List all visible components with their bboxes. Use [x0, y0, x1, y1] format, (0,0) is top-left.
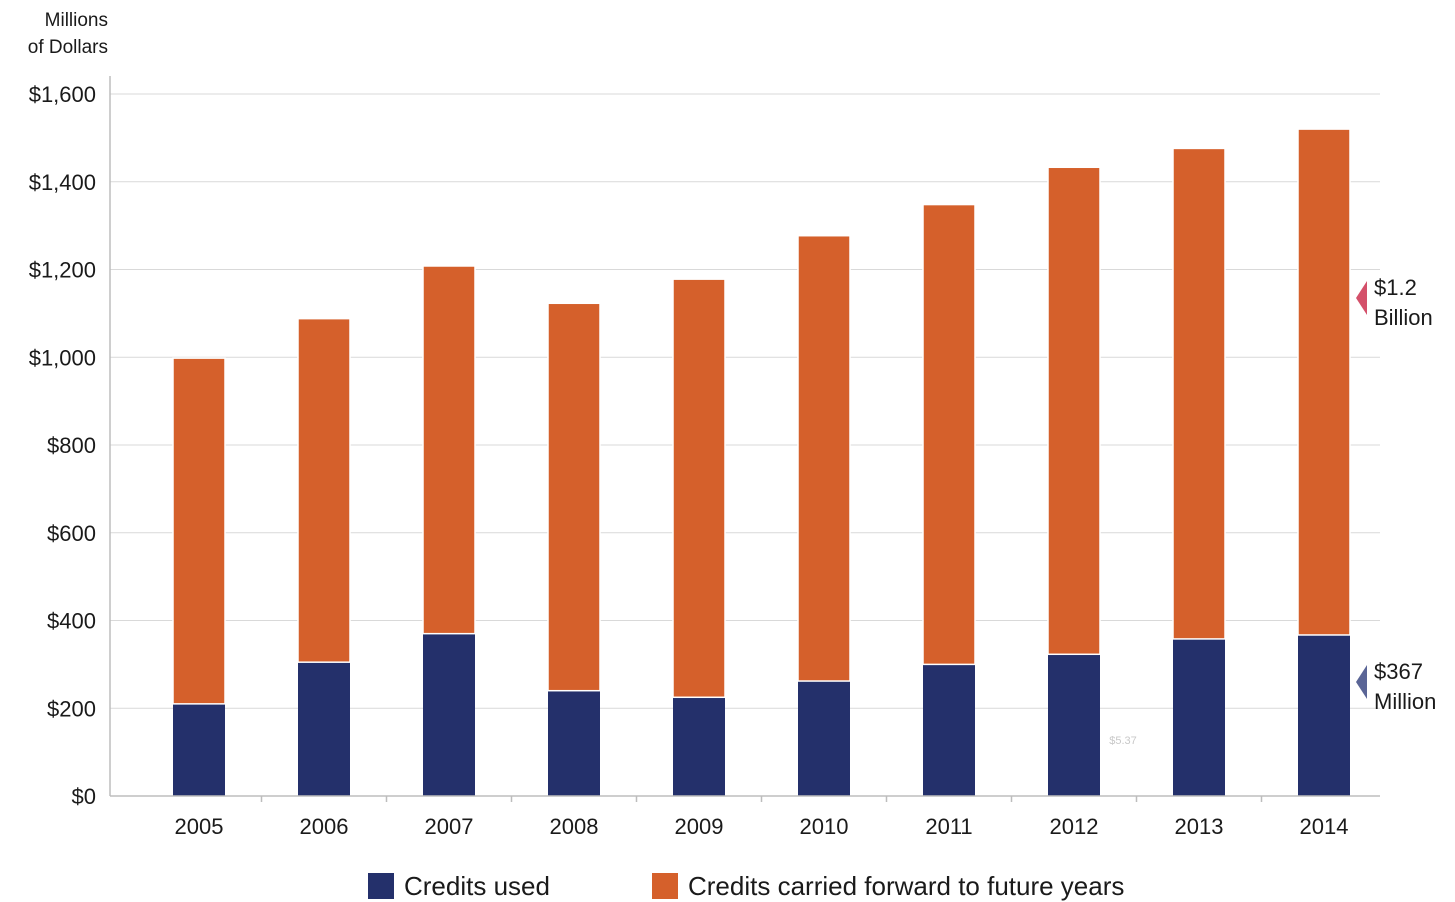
annotation-arrow — [1356, 665, 1367, 699]
x-tick-label: 2013 — [1175, 814, 1224, 839]
x-tick-label: 2007 — [425, 814, 474, 839]
bar-credits-used — [1048, 654, 1100, 796]
right-annotations: $1.2 Billion $367 Million — [1356, 275, 1436, 714]
bar-credits-carried-forward — [1172, 147, 1226, 640]
bar-credits-used — [1298, 634, 1350, 796]
y-axis-title: Millions of Dollars — [28, 10, 108, 58]
y-axis-title-line-2: of Dollars — [28, 37, 108, 58]
bar-credits-carried-forward — [922, 203, 976, 666]
annotation-label: $367 — [1374, 659, 1423, 684]
bar-credits-carried-forward — [422, 265, 476, 635]
bar-credits-used — [798, 681, 850, 796]
x-tick-label: 2012 — [1050, 814, 1099, 839]
bar-credits-carried-forward — [172, 357, 226, 705]
bar-credits-used — [173, 703, 225, 796]
bars — [172, 128, 1351, 796]
bar-credits-used — [923, 664, 975, 796]
y-tick-label: $1,400 — [29, 170, 96, 195]
legend-label: Credits used — [404, 871, 550, 901]
bar-credits-carried-forward — [797, 234, 851, 682]
bar-credits-carried-forward — [1047, 166, 1101, 656]
legend: Credits used Credits carried forward to f… — [368, 871, 1124, 901]
bar-credits-used — [673, 697, 725, 796]
x-tick-label: 2006 — [300, 814, 349, 839]
annotation-arrow — [1356, 281, 1367, 315]
bar-credits-carried-forward — [547, 302, 601, 692]
x-tick-label: 2009 — [675, 814, 724, 839]
bar-credits-used — [548, 690, 600, 796]
x-tick-label: 2008 — [550, 814, 599, 839]
faint-watermark-text: $5.37 — [1109, 735, 1137, 747]
x-tick-label: 2010 — [800, 814, 849, 839]
bar-credits-used — [423, 633, 475, 796]
axes — [109, 76, 1380, 802]
y-tick-label: $200 — [47, 696, 96, 721]
annotation-label: Million — [1374, 689, 1436, 714]
y-tick-label: $0 — [72, 784, 96, 809]
bar-credits-used — [1173, 638, 1225, 796]
x-axis-ticks: 2005 2006 2007 2008 2009 2010 2011 2012 2013 2014 — [175, 814, 1349, 839]
legend-swatch — [368, 873, 394, 899]
bar-credits-used — [298, 662, 350, 796]
y-axis-ticks: $0 $200 $400 $600 $800 $1,000 $1,200 $1,400 $1,6… — [29, 82, 96, 809]
bar-credits-carried-forward — [1297, 128, 1351, 636]
y-tick-label: $600 — [47, 521, 96, 546]
y-tick-label: $1,000 — [29, 345, 96, 370]
x-tick-label: 2014 — [1300, 814, 1349, 839]
bar-credits-carried-forward — [297, 317, 351, 663]
y-tick-label: $1,600 — [29, 82, 96, 107]
annotation-label: $1.2 — [1374, 275, 1417, 300]
x-tick-label: 2011 — [925, 814, 972, 839]
y-axis-title-line-1: Millions — [45, 10, 108, 31]
legend-label: Credits carried forward to future years — [688, 871, 1124, 901]
bar-credits-carried-forward — [672, 278, 726, 699]
y-tick-label: $400 — [47, 609, 96, 634]
legend-swatch — [652, 873, 678, 899]
x-tick-label: 2005 — [175, 814, 224, 839]
annotation-label: Billion — [1374, 305, 1433, 330]
y-tick-label: $800 — [47, 433, 96, 458]
y-tick-label: $1,200 — [29, 258, 96, 283]
